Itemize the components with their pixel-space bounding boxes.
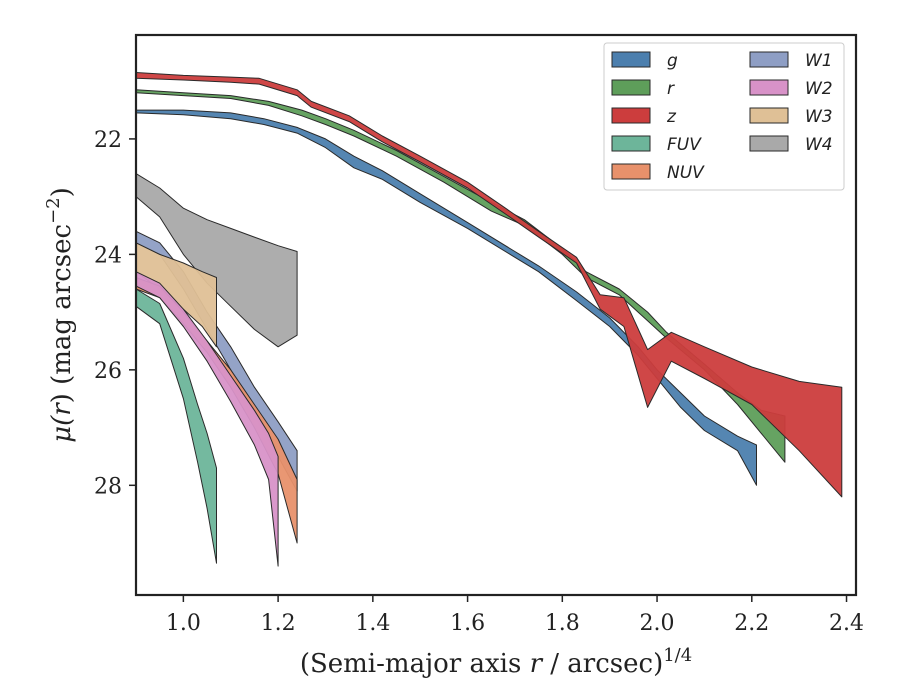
legend-swatch-w3 [749, 107, 789, 124]
band-w2 [135, 271, 279, 567]
legend-swatch-nuv [611, 163, 651, 180]
x-tick-label: 2.2 [734, 611, 769, 636]
band-fuv [135, 288, 217, 564]
band-w4 [135, 173, 298, 348]
band-g [135, 109, 757, 486]
legend-label-g: g [667, 51, 678, 71]
x-tick-label: 1.8 [545, 611, 580, 636]
band-z [135, 72, 843, 498]
y-tick-label: 24 [94, 243, 122, 268]
legend: grz FUV NUV W1 W2 W3 W4 [603, 42, 845, 191]
legend-label-w2: W2 [805, 79, 833, 99]
legend-swatch-w2 [749, 79, 789, 96]
y-axis-label-mu: μ( [47, 415, 77, 443]
legend-swatch-w1 [749, 51, 789, 68]
plot-frame [134, 33, 858, 597]
x-tick-label: 1.2 [261, 611, 296, 636]
y-axis-label-var: r [47, 402, 77, 416]
legend-swatch-w4 [749, 135, 789, 152]
x-axis-label-var: r [530, 649, 544, 679]
legend-label-fuv: FUV [667, 135, 702, 155]
x-axis-label-exponent: 1/4 [663, 645, 692, 666]
legend-swatch-g [611, 51, 651, 68]
x-tick-label: 1.4 [355, 611, 390, 636]
legend-label-z: z [666, 107, 677, 127]
y-tick-label: 22 [94, 128, 122, 153]
legend-label-w1: W1 [805, 51, 833, 71]
x-axis-label-prefix: (Semi-major axis [300, 649, 530, 679]
x-axis-ticks: 1.0 1.2 1.4 1.6 1.8 2.0 2.2 2.4 [166, 595, 864, 636]
legend-swatch-z [611, 107, 651, 124]
profile-bands [135, 72, 843, 567]
x-tick-label: 1.0 [166, 611, 201, 636]
legend-swatch-r [611, 79, 651, 96]
x-tick-label: 1.6 [450, 611, 485, 636]
legend-label-w4: W4 [805, 135, 833, 155]
x-axis-label-suffix: / arcsec) [542, 649, 663, 679]
legend-label-r: r [667, 79, 675, 99]
y-tick-label: 26 [94, 359, 122, 384]
legend-swatch-fuv [611, 135, 651, 152]
y-axis-label-end: ) [47, 187, 77, 197]
y-tick-label: 28 [94, 474, 122, 499]
y-axis-label-exponent: −2 [43, 197, 64, 224]
y-axis-label-mid: ) (mag arcsec [47, 224, 77, 403]
x-tick-label: 2.4 [829, 611, 864, 636]
y-axis-label: μ(r) (mag arcsec−2) [43, 187, 77, 443]
y-axis-ticks: 22 24 26 28 [94, 128, 136, 499]
x-tick-label: 2.0 [640, 611, 675, 636]
band-r [135, 89, 786, 463]
legend-label-w3: W3 [805, 107, 833, 127]
x-axis-label: (Semi-major axis r / arcsec)1/4 [300, 645, 692, 679]
legend-label-nuv: NUV [667, 163, 705, 183]
